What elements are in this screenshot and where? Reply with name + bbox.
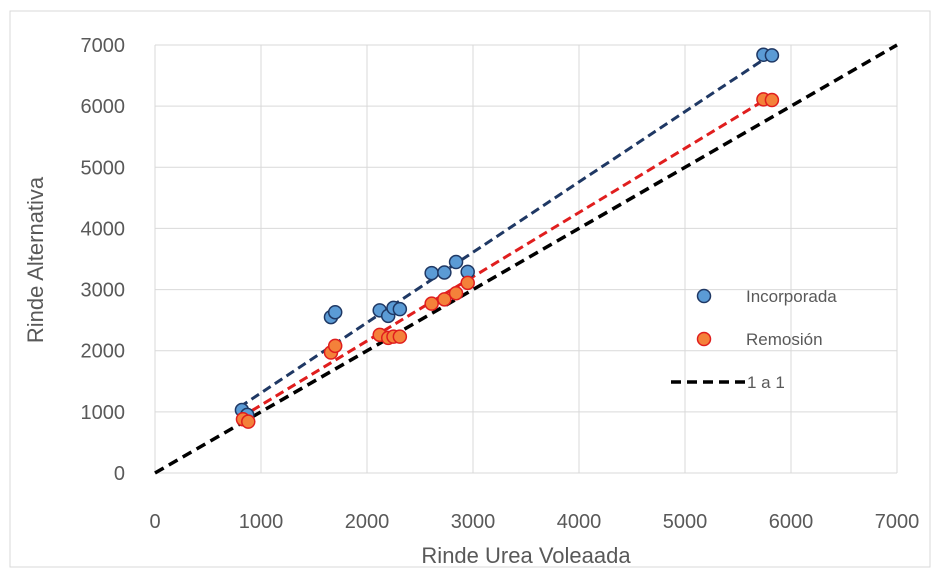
data-point bbox=[424, 296, 439, 311]
trendline-1 bbox=[239, 95, 771, 420]
x-tick-label: 6000 bbox=[769, 511, 814, 533]
data-point bbox=[241, 414, 256, 429]
x-tick-label: 1000 bbox=[239, 511, 284, 533]
data-point bbox=[764, 92, 780, 108]
data-points bbox=[234, 47, 780, 429]
data-point bbox=[327, 304, 343, 320]
data-point bbox=[460, 275, 475, 291]
x-tick-label: 7000 bbox=[875, 511, 920, 533]
y-tick-label: 5000 bbox=[81, 157, 126, 179]
y-tick-label: 7000 bbox=[81, 35, 126, 57]
x-axis-title: Rinde Urea Voleaada bbox=[421, 543, 631, 568]
data-point bbox=[392, 301, 408, 317]
data-point bbox=[764, 48, 780, 63]
y-axis-title: Rinde Alternativa bbox=[23, 176, 48, 343]
legend-marker-incorporada bbox=[696, 288, 712, 304]
identity-line bbox=[154, 43, 898, 475]
data-point bbox=[448, 254, 464, 270]
data-point bbox=[448, 285, 464, 301]
y-tick-label: 6000 bbox=[81, 96, 126, 118]
x-tick-label: 3000 bbox=[451, 511, 496, 533]
legend: Incorporada Remosión 1 a 1 bbox=[671, 287, 837, 392]
x-tick-label: 4000 bbox=[557, 511, 602, 533]
data-point bbox=[392, 329, 408, 344]
x-tick-label: 2000 bbox=[345, 511, 390, 533]
data-point bbox=[437, 292, 452, 307]
data-point bbox=[424, 265, 439, 281]
y-tick-label: 4000 bbox=[81, 218, 126, 240]
x-tick-label: 0 bbox=[149, 511, 160, 533]
data-point bbox=[437, 265, 452, 280]
legend-label-incorporada: Incorporada bbox=[746, 287, 837, 306]
grid bbox=[154, 44, 898, 474]
y-tick-label: 0 bbox=[114, 463, 125, 485]
data-point bbox=[327, 338, 343, 354]
legend-marker-remosion bbox=[696, 331, 712, 347]
y-tick-label: 2000 bbox=[81, 341, 126, 363]
legend-label-remosion: Remosión bbox=[746, 330, 823, 349]
y-tick-label: 1000 bbox=[81, 402, 126, 424]
legend-label-1a1: 1 a 1 bbox=[747, 373, 785, 392]
x-tick-label: 5000 bbox=[663, 511, 708, 533]
y-tick-label: 3000 bbox=[81, 280, 126, 302]
tick-labels: 0 1000 2000 3000 4000 5000 6000 7000 0 1000 2000 30… bbox=[81, 35, 920, 533]
